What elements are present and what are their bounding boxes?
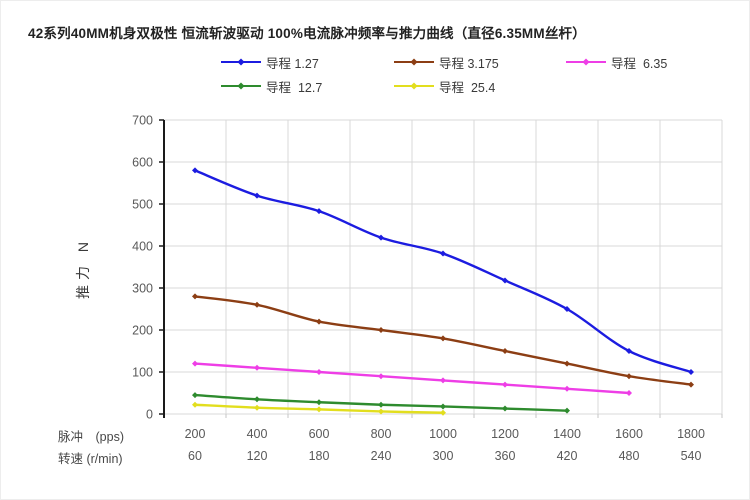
legend-item-lead-3-175: 导程 3.175: [394, 54, 499, 71]
y-tick-label-200: 200: [132, 324, 153, 338]
series-1-point-800: [378, 327, 384, 333]
legend-line-swatch: [394, 82, 434, 90]
series-2-point-1000: [440, 377, 446, 384]
x-tick-rpm-420: 420: [557, 449, 578, 463]
x-tick-rpm-120: 120: [247, 449, 268, 463]
series-3-point-800: [378, 401, 384, 408]
legend-label: 导程 1.27: [266, 56, 319, 71]
series-0-point-1000: [440, 250, 446, 257]
legend-label: 导程 6.35: [611, 56, 668, 71]
series-1-point-1000: [440, 335, 446, 342]
series-0-point-400: [254, 192, 260, 199]
x-tick-rpm-360: 360: [495, 449, 516, 463]
series-2-point-1600: [626, 390, 632, 396]
legend-line-swatch: [566, 58, 606, 66]
series-3-point-600: [316, 399, 322, 406]
series-3-point-400: [254, 396, 260, 403]
x-tick-rpm-300: 300: [433, 449, 454, 463]
y-tick-label-500: 500: [132, 198, 153, 212]
legend-item-lead-25-4: 导程 25.4: [394, 78, 496, 95]
series-2-point-600: [316, 369, 322, 375]
series-4-point-1000: [440, 409, 446, 416]
series-1-point-600: [316, 318, 322, 325]
series-2-point-400: [254, 364, 260, 371]
x-tick-pps-800: 800: [371, 427, 392, 441]
x-tick-pps-1600: 1600: [615, 427, 643, 441]
series-1-point-1800: [688, 381, 694, 388]
legend-label: 导程 3.175: [439, 56, 499, 71]
series-0-point-600: [316, 208, 322, 215]
series-line-0: [193, 169, 693, 374]
series-4-point-600: [316, 406, 322, 413]
y-tick-label-100: 100: [132, 366, 153, 380]
legend-item-lead-1-27: 导程 1.27: [221, 54, 319, 71]
legend-line-swatch: [394, 58, 434, 66]
x-tick-rpm-480: 480: [619, 449, 640, 463]
legend-line-swatch: [221, 58, 261, 66]
x-tick-rpm-60: 60: [188, 449, 202, 463]
series-0-point-1400: [564, 306, 570, 312]
series-3-point-200: [192, 392, 198, 399]
legend-line-swatch: [221, 82, 261, 90]
series-2-point-1400: [564, 385, 570, 392]
series-4-point-200: [192, 401, 198, 408]
series-0-point-1800: [688, 369, 694, 375]
series-1-point-1200: [502, 348, 508, 354]
x-axis-label-speed: 转速 (r/min): [58, 452, 123, 466]
x-tick-pps-1000: 1000: [429, 427, 457, 441]
x-tick-pps-200: 200: [185, 427, 206, 441]
x-tick-pps-400: 400: [247, 427, 268, 441]
legend-label: 导程 25.4: [439, 80, 496, 95]
series-3-point-1200: [502, 405, 508, 412]
x-axis-label-pulse: 脉冲 (pps): [58, 430, 124, 444]
series-0-point-1600: [626, 348, 632, 354]
series-3-point-1400: [564, 407, 570, 414]
series-2-point-800: [378, 373, 384, 380]
legend-label: 导程 12.7: [266, 80, 323, 95]
x-tick-rpm-240: 240: [371, 449, 392, 463]
x-tick-rpm-180: 180: [309, 449, 330, 463]
x-tick-rpm-540: 540: [681, 449, 702, 463]
chart-title: 42系列40MM机身双极性 恒流斩波驱动 100%电流脉冲频率与推力曲线（直径6…: [28, 26, 586, 41]
y-tick-label-0: 0: [146, 408, 153, 422]
series-0-point-1200: [502, 277, 508, 284]
series-line-2: [193, 362, 631, 395]
x-tick-pps-1200: 1200: [491, 427, 519, 441]
series-0-point-800: [378, 234, 384, 241]
series-0-point-200: [192, 167, 198, 174]
series-3-point-1000: [440, 403, 446, 410]
legend-item-lead-6-35: 导程 6.35: [566, 54, 668, 71]
legend-item-lead-12-7: 导程 12.7: [221, 78, 323, 95]
series-4-point-400: [254, 404, 260, 411]
series-4-point-800: [378, 408, 384, 415]
x-tick-pps-600: 600: [309, 427, 330, 441]
series-2-point-200: [192, 360, 198, 367]
series-1-point-200: [192, 293, 198, 300]
series-1-point-1600: [626, 373, 632, 380]
y-tick-label-700: 700: [132, 114, 153, 128]
y-tick-label-400: 400: [132, 240, 153, 254]
x-tick-pps-1800: 1800: [677, 427, 705, 441]
x-tick-pps-1400: 1400: [553, 427, 581, 441]
series-1-point-1400: [564, 360, 570, 367]
y-tick-label-300: 300: [132, 282, 153, 296]
y-tick-label-600: 600: [132, 156, 153, 170]
series-2-point-1200: [502, 381, 508, 388]
series-1-point-400: [254, 301, 260, 308]
